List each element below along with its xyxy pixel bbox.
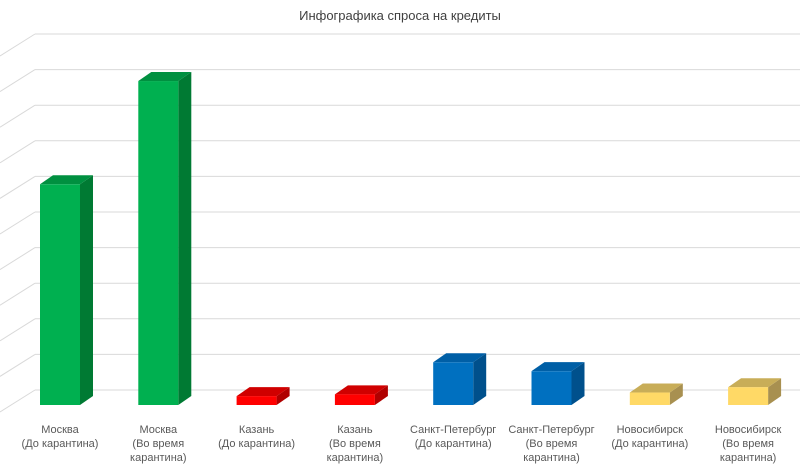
x-tick-label: Москва [140, 424, 178, 436]
gridline-side [0, 318, 36, 342]
x-tick-label: Новосибирск [617, 424, 684, 436]
chart-title: Инфографика спроса на кредиты [299, 8, 501, 23]
bar [728, 387, 769, 405]
bar [236, 396, 277, 405]
x-tick-label: (До карантина) [415, 438, 492, 450]
bar-top [728, 378, 782, 388]
bar-side [80, 175, 93, 405]
bar-top [531, 362, 585, 372]
x-tick-label: (Во время [722, 438, 774, 450]
bar-top [138, 72, 192, 82]
x-tick-label: Санкт-Петербург [410, 424, 496, 436]
gridline-side [0, 140, 36, 164]
x-tick-label: (Во время [329, 438, 381, 450]
x-tick-label: Казань [239, 424, 275, 436]
gridline-side [0, 282, 36, 306]
x-tick-label: карантина) [130, 452, 187, 464]
x-tick-label: Казань [337, 424, 373, 436]
x-tick-label: (До карантина) [22, 438, 99, 450]
bar-top [334, 385, 388, 395]
bar-side [768, 378, 782, 405]
bar-top [236, 387, 290, 397]
x-tick-label: (Во время [132, 438, 184, 450]
x-tick-label: карантина) [720, 452, 777, 464]
x-tick-label: (До карантина) [611, 438, 688, 450]
bar-side [669, 383, 683, 405]
bar-top [40, 175, 93, 185]
x-tick-label: карантина) [523, 452, 580, 464]
bar-top [629, 383, 683, 393]
gridline-side [0, 175, 36, 199]
bar-side [571, 362, 585, 405]
gridline-side [0, 104, 36, 128]
x-tick-label: Москва [41, 424, 79, 436]
gridline-side [0, 33, 36, 57]
gridline-side [0, 211, 36, 235]
bar [433, 362, 474, 405]
bar [138, 81, 179, 405]
x-tick-label: Санкт-Петербург [508, 424, 594, 436]
x-tick-label: (До карантина) [218, 438, 295, 450]
bar [531, 371, 572, 405]
gridline-side [0, 247, 36, 271]
bar-side [374, 385, 388, 405]
bar [629, 392, 670, 405]
bar-side [276, 387, 290, 405]
x-tick-label: Новосибирск [715, 424, 782, 436]
gridline-side [0, 69, 36, 93]
x-tick-label: (Во время [526, 438, 578, 450]
x-tick-label: карантина) [327, 452, 384, 464]
gridline-side [0, 353, 36, 377]
bar [334, 394, 375, 405]
gridline-side [0, 389, 36, 413]
bar [40, 184, 80, 405]
bar-top [433, 353, 487, 363]
bar-side [178, 72, 192, 405]
bar-side [473, 353, 487, 405]
